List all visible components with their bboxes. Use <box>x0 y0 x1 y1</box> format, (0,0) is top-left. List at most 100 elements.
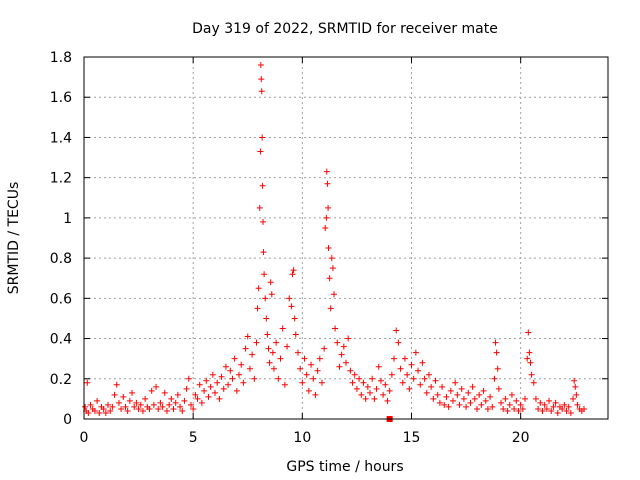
data-point <box>539 407 546 414</box>
y-tick-labels: 0 0.2 0.4 0.6 0.8 1 1.2 1.4 1.6 1.8 <box>50 50 72 428</box>
data-point <box>290 267 297 274</box>
data-point <box>113 381 120 388</box>
data-point <box>209 371 216 378</box>
data-point <box>233 387 240 394</box>
x-tick-label: 5 <box>189 430 198 446</box>
data-point <box>310 375 317 382</box>
data-point <box>506 401 513 408</box>
data-point <box>236 371 243 378</box>
data-point <box>109 403 116 410</box>
data-point <box>570 395 577 402</box>
data-point <box>157 399 164 406</box>
data-point <box>452 379 459 386</box>
data-point <box>419 359 426 366</box>
data-point <box>212 389 218 396</box>
data-point <box>111 391 118 398</box>
data-point <box>270 365 277 372</box>
data-point <box>190 405 197 412</box>
data-point <box>574 401 581 408</box>
data-point <box>412 349 419 356</box>
data-point <box>345 335 352 342</box>
data-point <box>530 379 537 386</box>
y-tick-label: 1.2 <box>50 171 72 187</box>
data-point <box>511 405 518 412</box>
data-point <box>504 407 511 414</box>
data-point <box>170 405 177 412</box>
data-point <box>415 367 422 374</box>
data-point <box>181 397 188 404</box>
data-point <box>314 367 321 374</box>
data-point <box>552 399 559 406</box>
data-point <box>207 383 214 390</box>
data-point <box>484 405 491 412</box>
data-point <box>349 379 356 386</box>
data-point <box>327 305 334 312</box>
data-point <box>84 379 91 386</box>
x-tick-label: 20 <box>512 430 530 446</box>
data-points <box>82 62 587 422</box>
data-point <box>469 383 476 390</box>
data-point <box>351 371 358 378</box>
data-point <box>391 355 398 362</box>
x-tick-labels: 0 5 10 15 20 <box>80 430 530 446</box>
data-point <box>454 391 461 398</box>
data-point <box>118 405 125 412</box>
data-point <box>229 375 236 382</box>
data-point <box>439 383 446 390</box>
data-point <box>336 363 343 370</box>
data-point <box>367 389 374 396</box>
data-point <box>284 343 291 350</box>
data-point <box>406 385 413 392</box>
data-point <box>259 134 266 141</box>
data-point <box>554 409 561 416</box>
data-point <box>292 331 299 338</box>
data-point <box>513 397 520 404</box>
data-point <box>478 401 485 408</box>
data-point <box>347 367 354 374</box>
data-point <box>340 343 347 350</box>
data-point <box>441 401 448 408</box>
data-point <box>139 407 146 414</box>
data-point <box>494 365 501 372</box>
data-point <box>267 279 274 286</box>
data-point <box>259 182 266 189</box>
data-point <box>131 403 138 410</box>
data-point <box>332 325 339 332</box>
data-point <box>489 403 496 410</box>
data-point <box>356 375 363 382</box>
data-point <box>330 291 337 298</box>
data-point <box>487 393 494 400</box>
data-point <box>163 407 170 414</box>
data-point <box>334 339 341 346</box>
y-axis-label: SRMTID / TECUs <box>6 182 22 295</box>
data-point <box>254 305 261 312</box>
data-point <box>417 381 424 388</box>
data-point <box>225 381 232 388</box>
data-point <box>286 295 293 302</box>
data-point <box>377 377 384 384</box>
data-point <box>277 355 284 362</box>
data-point <box>571 377 578 384</box>
data-point <box>185 375 192 382</box>
data-point <box>174 391 181 398</box>
data-point <box>517 401 524 408</box>
data-point <box>329 265 336 272</box>
data-point <box>537 399 544 406</box>
plot-frame <box>83 56 609 420</box>
data-point <box>460 395 467 402</box>
data-point <box>135 405 142 412</box>
data-point <box>393 327 400 334</box>
data-point <box>187 401 194 408</box>
data-point <box>498 399 505 406</box>
data-point <box>177 403 184 410</box>
data-point <box>238 361 245 368</box>
data-point <box>397 365 404 372</box>
data-point <box>91 407 98 414</box>
data-point <box>465 389 472 396</box>
x-axis-label: GPS time / hours <box>286 459 403 475</box>
data-point <box>305 387 312 394</box>
data-point <box>253 339 260 346</box>
data-point <box>526 349 533 356</box>
data-point <box>548 407 555 414</box>
